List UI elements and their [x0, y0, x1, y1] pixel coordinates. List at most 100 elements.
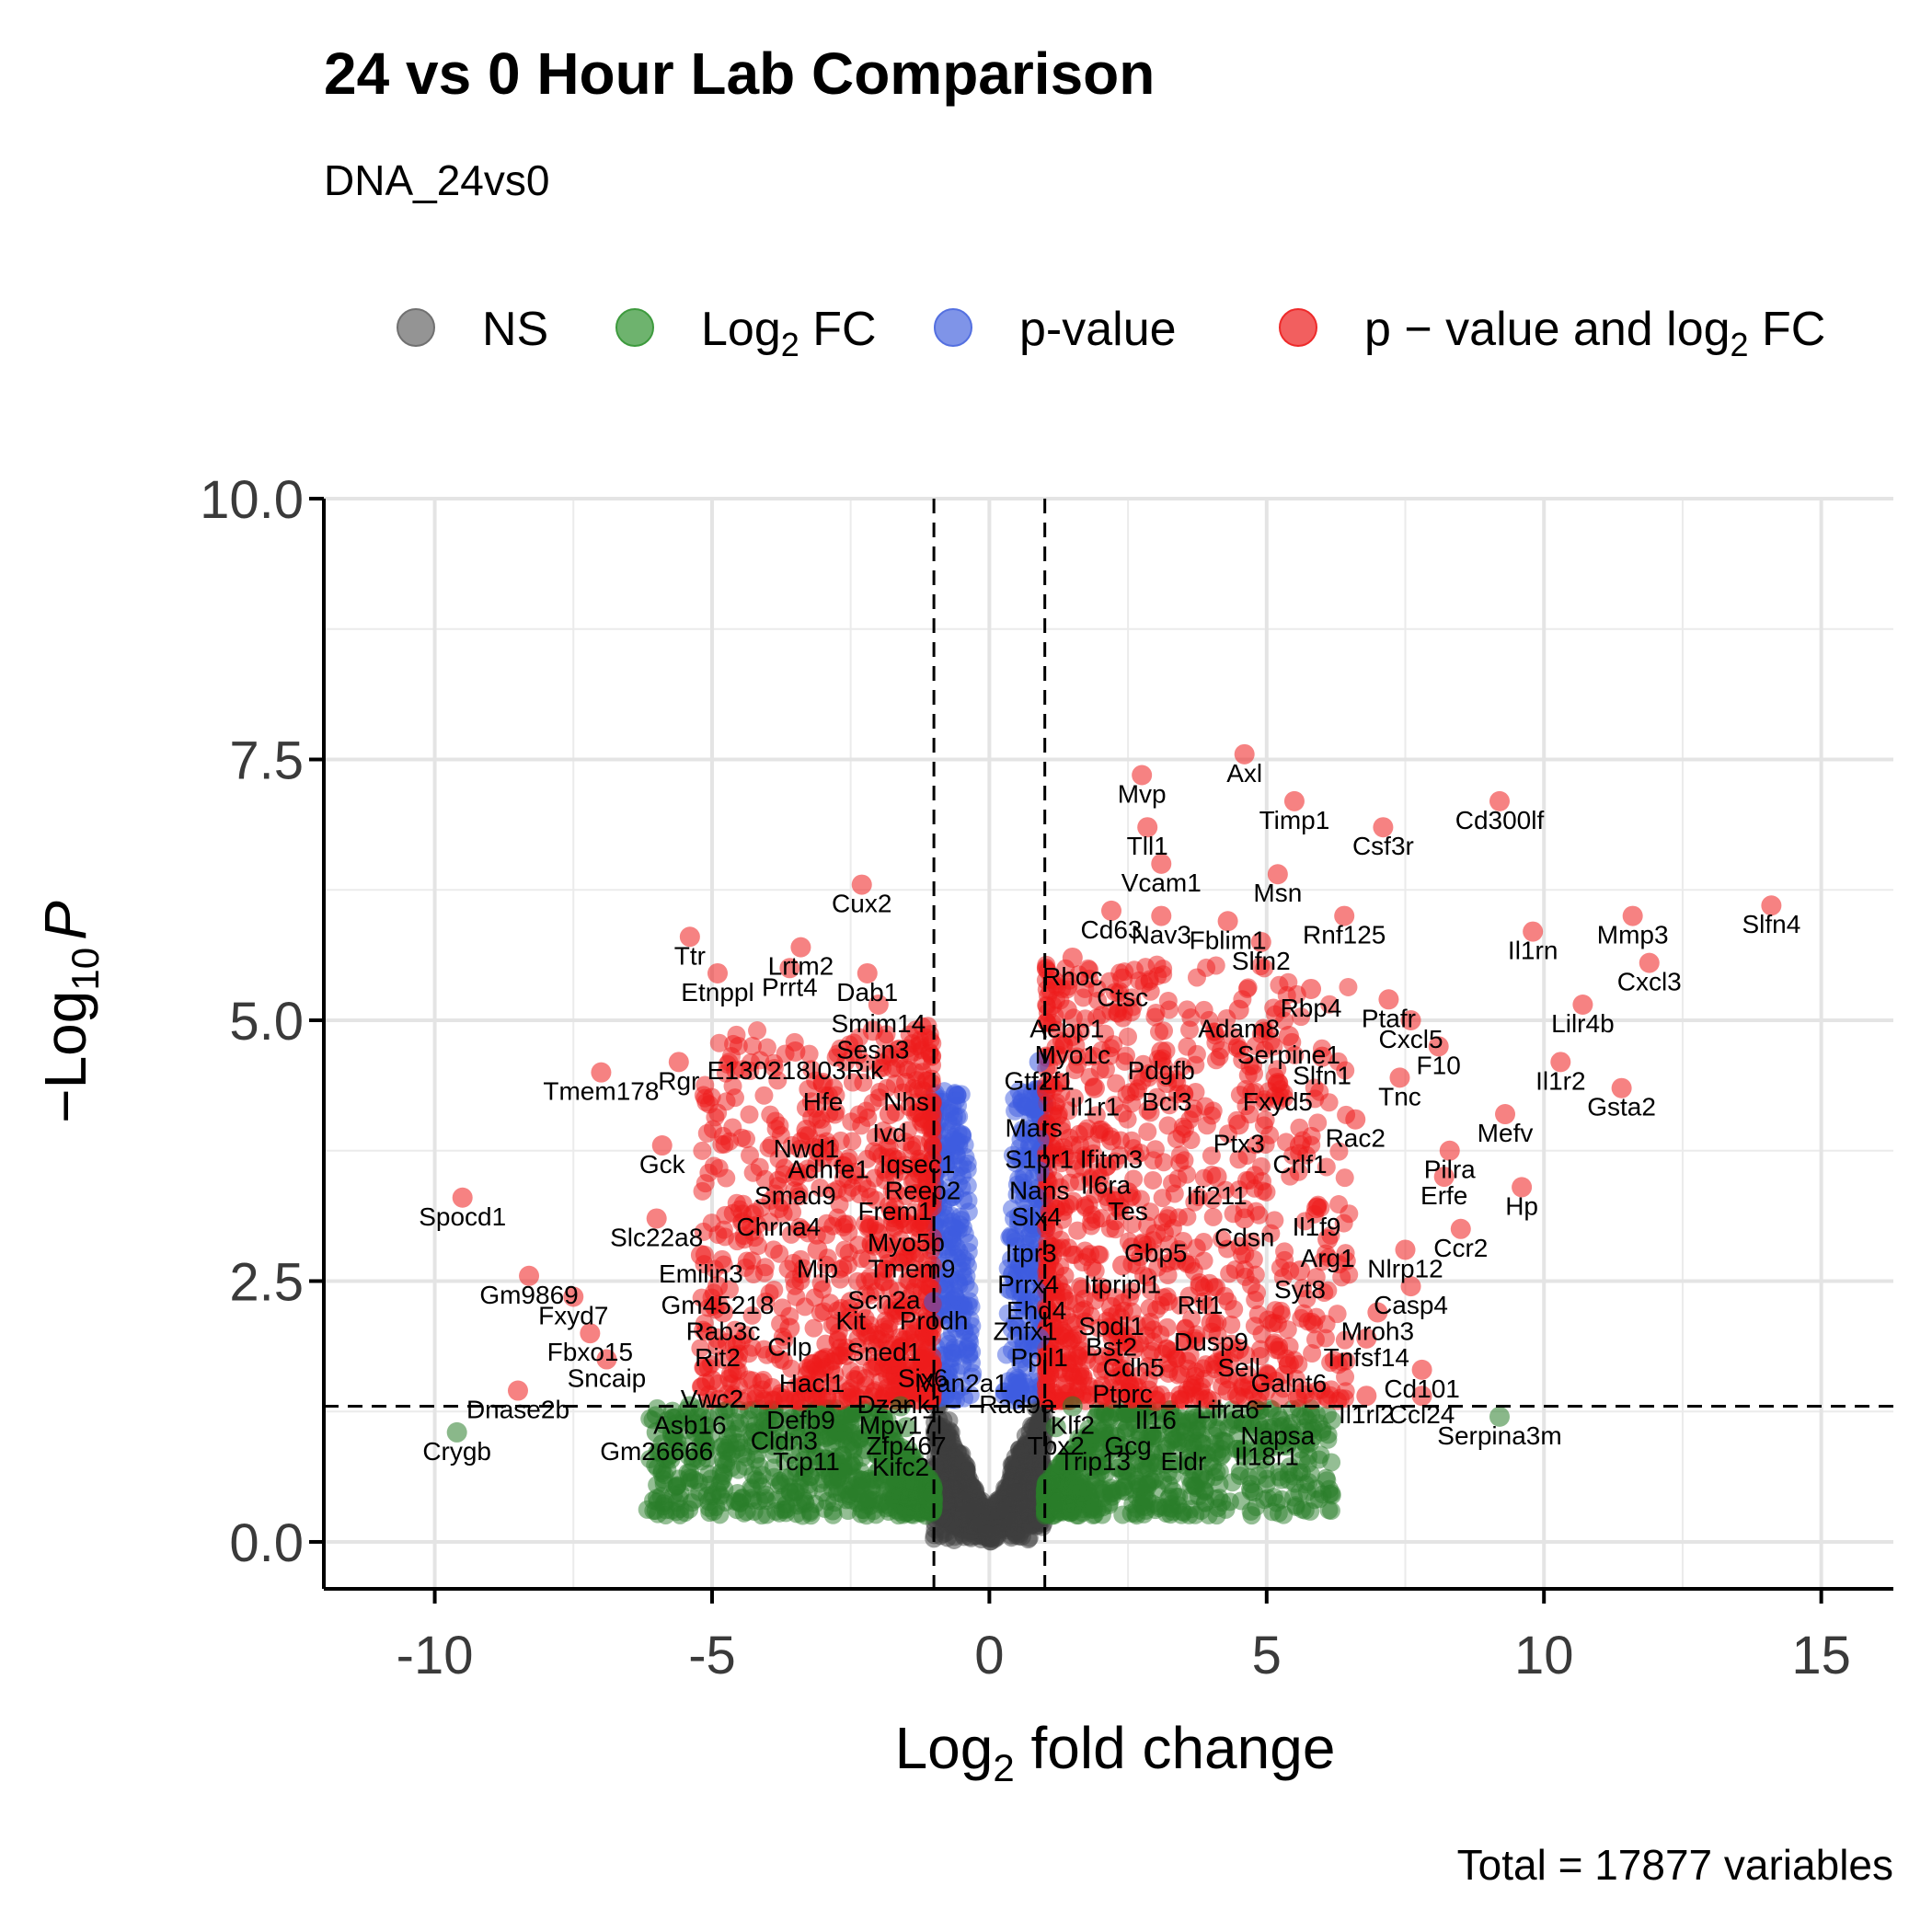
- gene-label-csf3r: Csf3r: [1352, 832, 1414, 860]
- gene-label-ctsc: Ctsc: [1097, 983, 1148, 1012]
- data-point: [770, 1503, 789, 1523]
- data-point: [753, 1380, 772, 1399]
- data-point: [1303, 1312, 1322, 1331]
- data-point: [1206, 1489, 1225, 1509]
- data-point: [1178, 1000, 1197, 1019]
- legend-item-p: p-value: [934, 303, 1177, 356]
- data-point: [1150, 1022, 1169, 1041]
- data-point: [794, 1451, 813, 1470]
- caption: Total = 17877 variables: [1457, 1841, 1893, 1889]
- gene-label-adhfe1: Adhfe1: [788, 1156, 869, 1184]
- gene-label-sned1: Sned1: [846, 1338, 921, 1366]
- data-point: [943, 1389, 962, 1409]
- gene-label-gm45218: Gm45218: [661, 1291, 775, 1319]
- data-point: [671, 1483, 690, 1502]
- data-point: [1202, 1190, 1222, 1209]
- gene-label-ttr: Ttr: [674, 941, 706, 970]
- data-point: [961, 1297, 981, 1317]
- gene-label-rbp4: Rbp4: [1281, 994, 1342, 1022]
- gene-label-tes: Tes: [1108, 1197, 1148, 1225]
- data-point: [834, 1214, 854, 1234]
- gene-label-ppil1: Ppil1: [1011, 1343, 1068, 1372]
- gene-label-timp1: Timp1: [1259, 806, 1330, 834]
- data-point: [1085, 1497, 1104, 1516]
- data-point: [1278, 1427, 1297, 1446]
- gene-label-erfe: Erfe: [1420, 1181, 1467, 1210]
- gene-label-axl: Axl: [1226, 759, 1262, 788]
- data-point: [853, 1448, 872, 1467]
- gene-label-nans: Nans: [1009, 1176, 1069, 1204]
- data-point: [1336, 1382, 1355, 1401]
- data-point: [709, 1033, 729, 1052]
- data-point: [770, 1244, 789, 1263]
- data-point: [960, 1323, 980, 1342]
- gene-label-ifitm3: Ifitm3: [1080, 1144, 1143, 1173]
- gene-label-cdsn: Cdsn: [1214, 1223, 1274, 1251]
- data-point: [640, 1449, 660, 1468]
- data-point: [658, 1460, 677, 1479]
- gene-label-mip: Mip: [797, 1254, 838, 1282]
- gene-label-ptprc: Ptprc: [1092, 1380, 1152, 1409]
- gene-label-galnt6: Galnt6: [1251, 1369, 1328, 1397]
- data-point: [955, 1466, 974, 1485]
- y-tick-label: 0.0: [229, 1513, 304, 1573]
- gene-label-rit2: Rit2: [695, 1343, 741, 1372]
- legend-swatch: [397, 308, 435, 347]
- gene-label-slx4: Slx4: [1011, 1202, 1061, 1231]
- data-point: [723, 1424, 742, 1443]
- data-point: [1318, 1430, 1338, 1449]
- data-point: [1158, 1116, 1178, 1135]
- gene-label-crlf1: Crlf1: [1272, 1150, 1327, 1179]
- gene-label-smad9: Smad9: [754, 1181, 836, 1210]
- data-point: [1007, 1483, 1027, 1502]
- gene-label-slfn1: Slfn1: [1293, 1062, 1351, 1090]
- data-point: [947, 1166, 966, 1185]
- data-point: [1051, 1455, 1070, 1475]
- data-point: [714, 1466, 733, 1486]
- x-tick-label: -10: [397, 1626, 474, 1685]
- legend-label: p − value and log2 FC: [1364, 303, 1825, 363]
- data-point: [1133, 1455, 1153, 1475]
- gene-label-rac2: Rac2: [1326, 1124, 1386, 1153]
- gene-label-cxcl3: Cxcl3: [1617, 968, 1682, 996]
- data-point: [1100, 1409, 1120, 1429]
- gene-label-six6: Six6: [898, 1364, 948, 1393]
- gene-label-gsta2: Gsta2: [1587, 1093, 1656, 1121]
- gene-label-dab1: Dab1: [836, 978, 898, 1006]
- gene-label-gm26666: Gm26666: [600, 1437, 713, 1466]
- data-point: [1014, 1173, 1033, 1192]
- data-point: [754, 1086, 774, 1105]
- data-point: [1206, 956, 1225, 975]
- data-point: [1081, 1456, 1100, 1476]
- data-point: [1275, 1242, 1294, 1261]
- data-point: [923, 1485, 942, 1504]
- data-point: [1286, 1497, 1305, 1516]
- data-point: [942, 1230, 961, 1249]
- data-point: [948, 1108, 967, 1127]
- gene-label-adam8: Adam8: [1198, 1015, 1280, 1043]
- y-tick-label: 5.0: [229, 992, 304, 1052]
- data-point: [1145, 1470, 1165, 1489]
- gene-label-znfx1: Znfx1: [994, 1317, 1058, 1345]
- gene-label-il18r1: Il18r1: [1235, 1443, 1299, 1471]
- data-point: [725, 1088, 744, 1108]
- gene-label-rad9a: Rad9a: [979, 1390, 1055, 1419]
- data-point: [1335, 1168, 1354, 1188]
- data-point: [1192, 1377, 1212, 1397]
- data-point: [1113, 1465, 1133, 1484]
- data-point: [1173, 1117, 1192, 1136]
- data-point: [1255, 1490, 1274, 1510]
- gene-label-cux2: Cux2: [832, 890, 891, 918]
- data-point: [1081, 1245, 1100, 1264]
- legend-item-ns: NS: [397, 303, 548, 356]
- data-point: [1178, 1037, 1197, 1056]
- data-point: [1196, 1355, 1215, 1374]
- data-point: [1187, 968, 1206, 987]
- gene-label-rgr: Rgr: [658, 1066, 699, 1095]
- gene-label-lilra6: Lilra6: [1196, 1396, 1259, 1424]
- legend-swatch: [1279, 308, 1317, 347]
- data-point: [823, 1501, 843, 1521]
- data-point: [1160, 1487, 1179, 1506]
- data-point: [646, 1501, 665, 1521]
